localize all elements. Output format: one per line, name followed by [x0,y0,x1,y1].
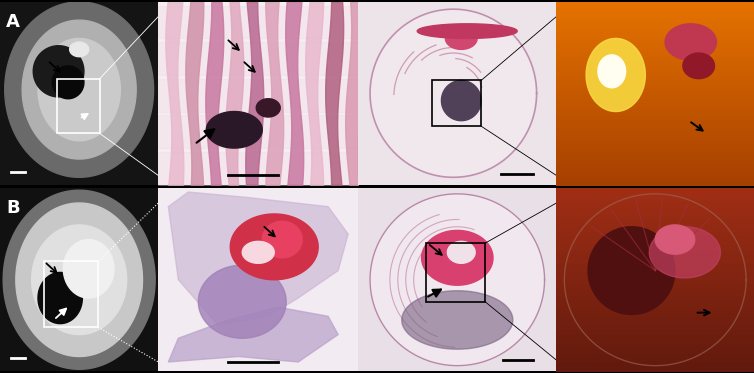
Polygon shape [358,188,556,371]
Polygon shape [22,20,136,159]
Polygon shape [69,42,89,57]
Polygon shape [586,38,645,112]
Polygon shape [598,55,626,88]
Polygon shape [417,24,517,38]
Polygon shape [358,2,556,185]
Bar [57,79,100,134]
Polygon shape [446,28,477,49]
Bar [431,81,481,126]
Polygon shape [158,188,358,371]
Polygon shape [242,241,274,263]
Text: A: A [6,13,20,31]
Polygon shape [38,272,82,324]
Polygon shape [402,291,513,349]
Polygon shape [5,2,154,177]
Text: B: B [6,199,20,217]
Polygon shape [649,227,720,278]
Polygon shape [588,227,675,314]
Polygon shape [683,53,715,79]
Polygon shape [168,307,338,362]
Polygon shape [158,2,358,185]
Polygon shape [38,38,121,141]
Polygon shape [33,46,84,97]
Polygon shape [441,81,481,120]
Polygon shape [32,225,127,335]
Polygon shape [256,99,280,117]
Polygon shape [370,194,544,366]
Polygon shape [230,214,318,280]
Polygon shape [447,241,475,263]
Polygon shape [207,112,262,148]
Polygon shape [0,2,158,185]
Polygon shape [63,239,114,298]
Polygon shape [16,203,143,357]
Polygon shape [421,231,493,285]
Polygon shape [0,188,158,371]
Bar [44,261,98,327]
Polygon shape [665,24,716,60]
Polygon shape [370,9,537,177]
Polygon shape [52,66,84,99]
Polygon shape [262,221,302,258]
Polygon shape [3,190,155,369]
Polygon shape [168,192,348,325]
Polygon shape [198,265,287,338]
Bar [425,243,485,302]
Polygon shape [655,225,694,254]
